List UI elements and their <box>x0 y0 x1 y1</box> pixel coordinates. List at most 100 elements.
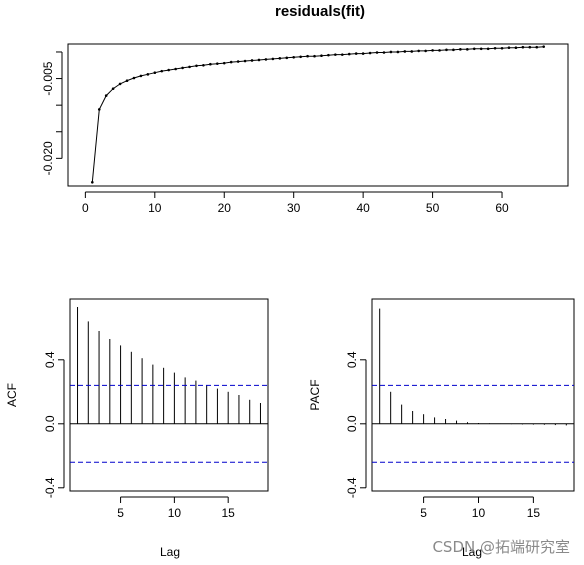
residual-point <box>424 49 427 53</box>
residual-point <box>91 180 94 184</box>
x-axis: 5 10 15 <box>117 496 236 520</box>
y-tick-label: 0.4 <box>345 351 359 368</box>
residual-point <box>299 55 302 59</box>
x-axis-label: Lag <box>160 545 180 559</box>
residual-point <box>403 50 407 53</box>
residual-point <box>229 60 233 64</box>
residual-point <box>250 59 254 62</box>
residual-point <box>264 58 268 61</box>
x-tick-label: 50 <box>426 201 440 215</box>
residual-point <box>334 53 337 56</box>
residual-point <box>535 45 539 49</box>
x-tick-label: 15 <box>222 506 236 520</box>
residual-point <box>452 48 455 52</box>
residual-point <box>167 68 170 72</box>
residual-point <box>327 53 330 57</box>
watermark: CSDN @拓端研究室 <box>432 538 570 556</box>
residual-point <box>160 69 164 73</box>
residuals-line <box>91 46 544 183</box>
residual-point <box>292 55 295 59</box>
residual-point <box>257 58 261 62</box>
residual-point <box>507 46 511 50</box>
x-tick-label: 10 <box>472 506 486 520</box>
residual-point <box>445 48 448 52</box>
x-axis: 5 10 15 <box>420 496 541 520</box>
residual-point <box>438 49 441 52</box>
y-tick-label: -0.4 <box>43 477 57 498</box>
residual-point <box>181 66 184 70</box>
residual-point <box>341 53 344 56</box>
acf-bars <box>70 307 268 463</box>
residual-point <box>431 49 434 52</box>
plot-frame <box>371 298 575 492</box>
residual-point <box>486 47 490 51</box>
residual-point <box>542 45 545 48</box>
residual-point <box>313 54 316 58</box>
residual-point <box>209 62 212 66</box>
y-tick-label: -0.005 <box>41 61 55 95</box>
x-axis: 0 10 20 30 40 50 60 <box>82 191 509 215</box>
y-tick-label: 0.4 <box>43 351 57 368</box>
x-tick-label: 40 <box>356 201 370 215</box>
residual-point <box>174 67 177 71</box>
residual-point <box>111 87 115 90</box>
x-tick-label: 15 <box>527 506 541 520</box>
residual-point <box>500 46 504 50</box>
y-tick-label: 0.0 <box>43 415 57 432</box>
pacf-panel: Lag PACF 5 10 15 -0.4 0.0 0.4 <box>308 298 575 559</box>
residual-point <box>243 59 247 63</box>
residual-point <box>320 54 323 58</box>
pacf-bars <box>372 308 574 463</box>
residual-point <box>493 46 497 50</box>
residual-point <box>382 51 386 54</box>
x-tick-label: 60 <box>495 201 509 215</box>
plot-frame <box>69 298 269 492</box>
y-axis: -0.4 0.0 0.4 <box>43 351 65 498</box>
residual-point <box>466 48 469 51</box>
y-axis-label: PACF <box>308 379 322 410</box>
residual-point <box>368 51 372 55</box>
residual-point <box>278 57 282 60</box>
residual-point <box>139 74 143 78</box>
residual-point <box>389 50 393 54</box>
residual-point <box>153 71 157 75</box>
residual-point <box>417 49 420 53</box>
residual-point <box>125 79 129 82</box>
residual-point <box>479 47 483 51</box>
residual-point <box>514 46 518 50</box>
residual-point <box>236 60 240 63</box>
residual-point <box>132 76 136 80</box>
y-tick-label: -0.4 <box>345 477 359 498</box>
plot-frame <box>67 43 569 187</box>
residual-point <box>118 82 122 86</box>
residuals-panel: 0 10 20 30 40 50 60 -0.020 -0.005 <box>41 43 569 215</box>
x-axis-label: Lag <box>462 545 482 559</box>
residual-point <box>195 64 198 68</box>
y-axis: -0.020 -0.005 <box>41 51 63 175</box>
residual-point <box>472 47 476 51</box>
y-tick-label: -0.020 <box>41 141 55 175</box>
x-tick-label: 30 <box>287 201 301 215</box>
x-tick-label: 20 <box>218 201 232 215</box>
residual-point <box>375 51 379 54</box>
residual-point <box>271 57 275 61</box>
residual-point <box>354 52 358 55</box>
residual-point <box>222 61 226 65</box>
residuals-series <box>91 45 545 184</box>
residual-point <box>361 52 365 55</box>
residual-point <box>528 45 532 49</box>
residual-point <box>202 63 205 67</box>
residual-point <box>459 48 462 51</box>
y-axis-label: ACF <box>5 383 19 407</box>
acf-panel: Lag ACF 5 10 15 -0.4 0.0 0.4 <box>5 298 269 559</box>
residual-point <box>104 94 108 97</box>
residual-point <box>188 65 191 69</box>
x-tick-label: 10 <box>148 201 162 215</box>
x-tick-label: 5 <box>117 506 124 520</box>
residual-point <box>216 62 219 65</box>
residual-point <box>97 108 101 111</box>
y-tick-label: 0.0 <box>345 415 359 432</box>
residual-point <box>521 45 525 49</box>
x-tick-label: 10 <box>168 506 182 520</box>
